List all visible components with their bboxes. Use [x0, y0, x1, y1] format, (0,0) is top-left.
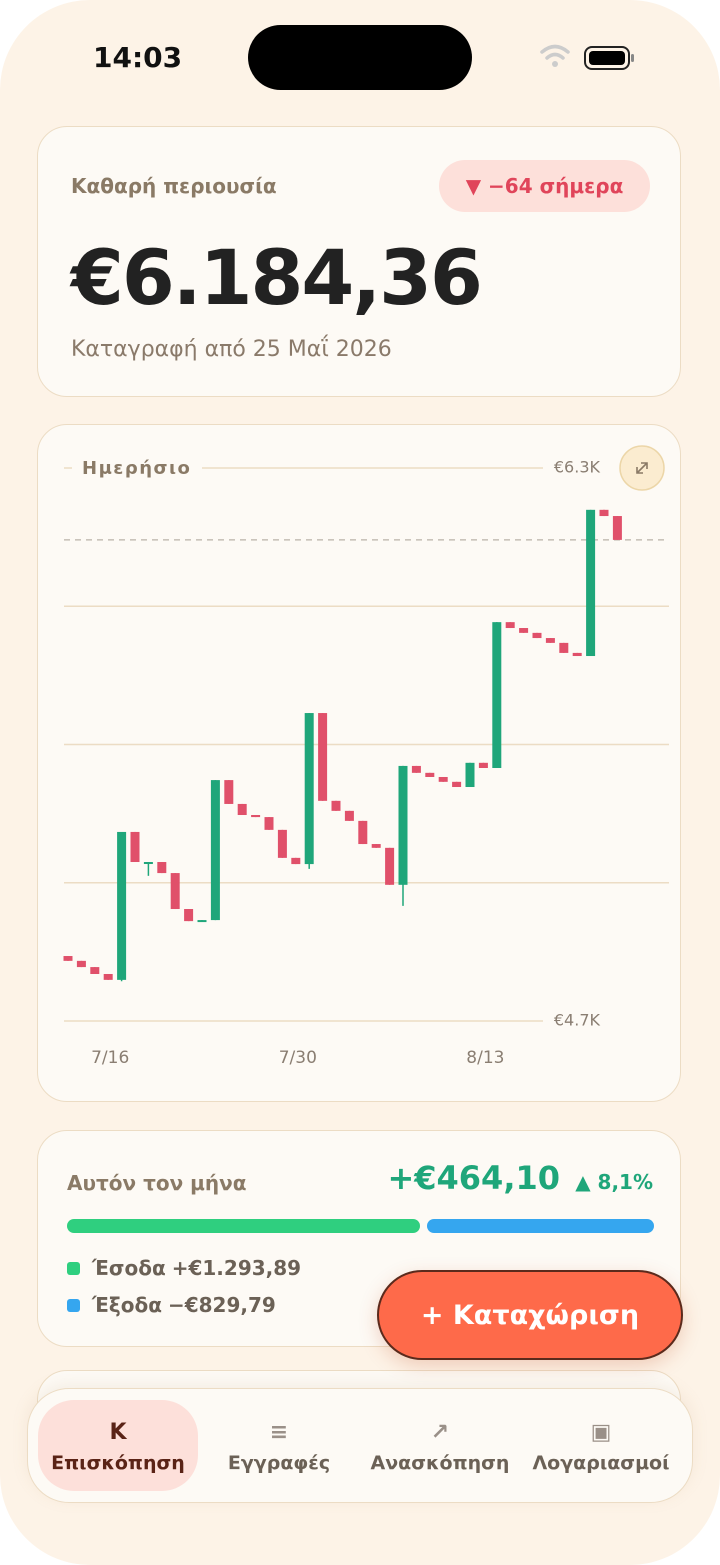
month-legend: Έσοδα +€1.293,89 Έξοδα −€829,79 [67, 1254, 367, 1334]
y-tick-label: €4.7K [554, 1011, 601, 1030]
bar-segment [427, 1219, 654, 1233]
candle-body [599, 509, 609, 517]
candle-body [277, 829, 287, 858]
candle-body [170, 873, 180, 910]
candle-body [143, 862, 153, 865]
tab-label: Εγγραφές [227, 1451, 331, 1474]
candle-body [90, 967, 100, 974]
candle-body [478, 762, 488, 769]
legend-swatch [67, 1298, 80, 1312]
candle-body [291, 857, 301, 865]
candle-body [559, 642, 569, 653]
tab-icon: ≡ [269, 1419, 289, 1445]
legend-name: Έσοδα [92, 1256, 166, 1280]
status-icons [540, 44, 634, 70]
x-tick-label: 7/30 [279, 1048, 317, 1068]
net-worth-title: Καθαρή περιουσία [71, 174, 277, 198]
candle-body [344, 810, 354, 821]
candle-body [452, 781, 462, 788]
daily-change-badge: ▼ −64 σήμερα [439, 160, 650, 212]
legend-row: Έξοδα −€829,79 [67, 1291, 276, 1319]
candle-body [545, 638, 555, 643]
candle-body [318, 713, 328, 801]
tab[interactable]: ≡ Εγγραφές [199, 1400, 359, 1491]
candle-body [612, 516, 622, 540]
candle-body [331, 800, 341, 811]
x-tick-label: 7/16 [91, 1048, 129, 1068]
legend-row: Έσοδα +€1.293,89 [67, 1254, 301, 1282]
legend-name: Έξοδα [92, 1293, 162, 1317]
tab-bar: K Επισκόπηση ≡ Εγγραφές ↗ Ανασκόπηση ▣ Λογαριασ… [27, 1388, 693, 1503]
candle-body [130, 831, 140, 863]
candle-body [251, 815, 261, 818]
tab-icon: ▣ [590, 1419, 612, 1445]
dynamic-island [248, 25, 472, 90]
chart-title: Ημερήσιο [82, 458, 191, 479]
month-net: +€464,10 [387, 1159, 560, 1197]
tab-icon: ↗ [430, 1419, 450, 1445]
legend-value: −€829,79 [167, 1293, 276, 1317]
candle-body [519, 628, 529, 633]
tab-label: Επισκόπηση [51, 1451, 185, 1474]
candle-body [197, 920, 207, 923]
candle-body [425, 772, 435, 777]
candle-body [532, 632, 542, 639]
tab-label: Λογαριασμοί [532, 1451, 670, 1474]
bar-segment [67, 1219, 421, 1233]
month-change: ▲ 8,1% [575, 1170, 653, 1194]
tab[interactable]: ▣ Λογαριασμοί [521, 1400, 681, 1491]
y-tick-label: €6.3K [554, 458, 601, 477]
candle-body [398, 765, 408, 885]
tab-label: Ανασκόπηση [370, 1451, 510, 1474]
candle-body [371, 844, 381, 848]
candle-body [465, 762, 475, 788]
status-time: 14:03 [93, 41, 183, 74]
candle-body [117, 831, 127, 980]
expand-button[interactable] [619, 445, 665, 491]
candle-body [63, 956, 73, 961]
legend-value: +€1.293,89 [171, 1256, 302, 1280]
tab-icon: K [109, 1419, 127, 1445]
candle-body [385, 847, 395, 885]
candle-body [224, 780, 234, 804]
net-worth-subtitle: Καταγραφή από 25 Μαΐ 2026 [71, 337, 392, 362]
x-tick-label: 8/13 [466, 1048, 504, 1068]
candle-body [505, 622, 515, 629]
add-entry-button[interactable]: + Καταχώριση [377, 1270, 683, 1360]
chart-title-bg [72, 454, 202, 482]
candle-body [103, 973, 113, 980]
candle-body [572, 652, 582, 657]
candle-body [358, 820, 368, 845]
tab[interactable]: K Επισκόπηση [38, 1400, 198, 1491]
candle-body [492, 622, 502, 769]
net-worth-amount: €6.184,36 [71, 233, 483, 322]
candle-body [411, 765, 421, 773]
income-expense-bar [67, 1219, 654, 1233]
candle-body [237, 803, 247, 816]
candle-body [157, 862, 167, 874]
candle-body [210, 780, 220, 921]
candle-body [184, 909, 194, 922]
candlestick-chart: €4.7K €6.3K Ημερήσιο 7/16 7/30 8/13 [63, 445, 669, 1068]
candle-body [264, 817, 274, 830]
chart-card: €4.7K €6.3K Ημερήσιο 7/16 7/30 8/13 [37, 424, 681, 1102]
candle-body [586, 509, 596, 657]
candle-body [304, 713, 314, 865]
candle-body [76, 960, 86, 968]
tab[interactable]: ↗ Ανασκόπηση [360, 1400, 520, 1491]
month-title: Αυτόν τον μήνα [67, 1171, 247, 1195]
candle-body [438, 776, 448, 782]
legend-swatch [67, 1261, 80, 1275]
